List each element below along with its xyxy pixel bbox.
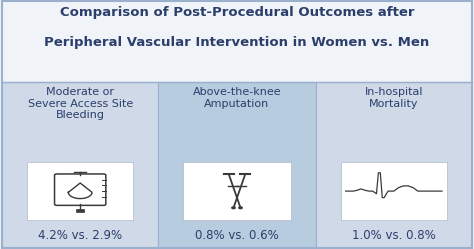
Text: 0.8% vs. 0.6%: 0.8% vs. 0.6% [195, 229, 279, 242]
FancyBboxPatch shape [2, 82, 158, 248]
Text: In-hospital
Mortality: In-hospital Mortality [365, 87, 423, 109]
FancyBboxPatch shape [316, 82, 472, 248]
Text: 1.0% vs. 0.8%: 1.0% vs. 0.8% [352, 229, 436, 242]
FancyBboxPatch shape [341, 162, 447, 220]
FancyBboxPatch shape [158, 82, 316, 248]
Text: Peripheral Vascular Intervention in Women vs. Men: Peripheral Vascular Intervention in Wome… [45, 36, 429, 49]
FancyBboxPatch shape [27, 162, 133, 220]
Text: Moderate or
Severe Access Site
Bleeding: Moderate or Severe Access Site Bleeding [27, 87, 133, 120]
FancyBboxPatch shape [183, 162, 291, 220]
Circle shape [232, 207, 235, 209]
FancyBboxPatch shape [76, 209, 84, 212]
Circle shape [239, 207, 242, 209]
FancyBboxPatch shape [0, 0, 474, 82]
Text: Above-the-knee
Amputation: Above-the-knee Amputation [193, 87, 281, 109]
Text: Comparison of Post-Procedural Outcomes after: Comparison of Post-Procedural Outcomes a… [60, 6, 414, 19]
Text: 4.2% vs. 2.9%: 4.2% vs. 2.9% [38, 229, 122, 242]
